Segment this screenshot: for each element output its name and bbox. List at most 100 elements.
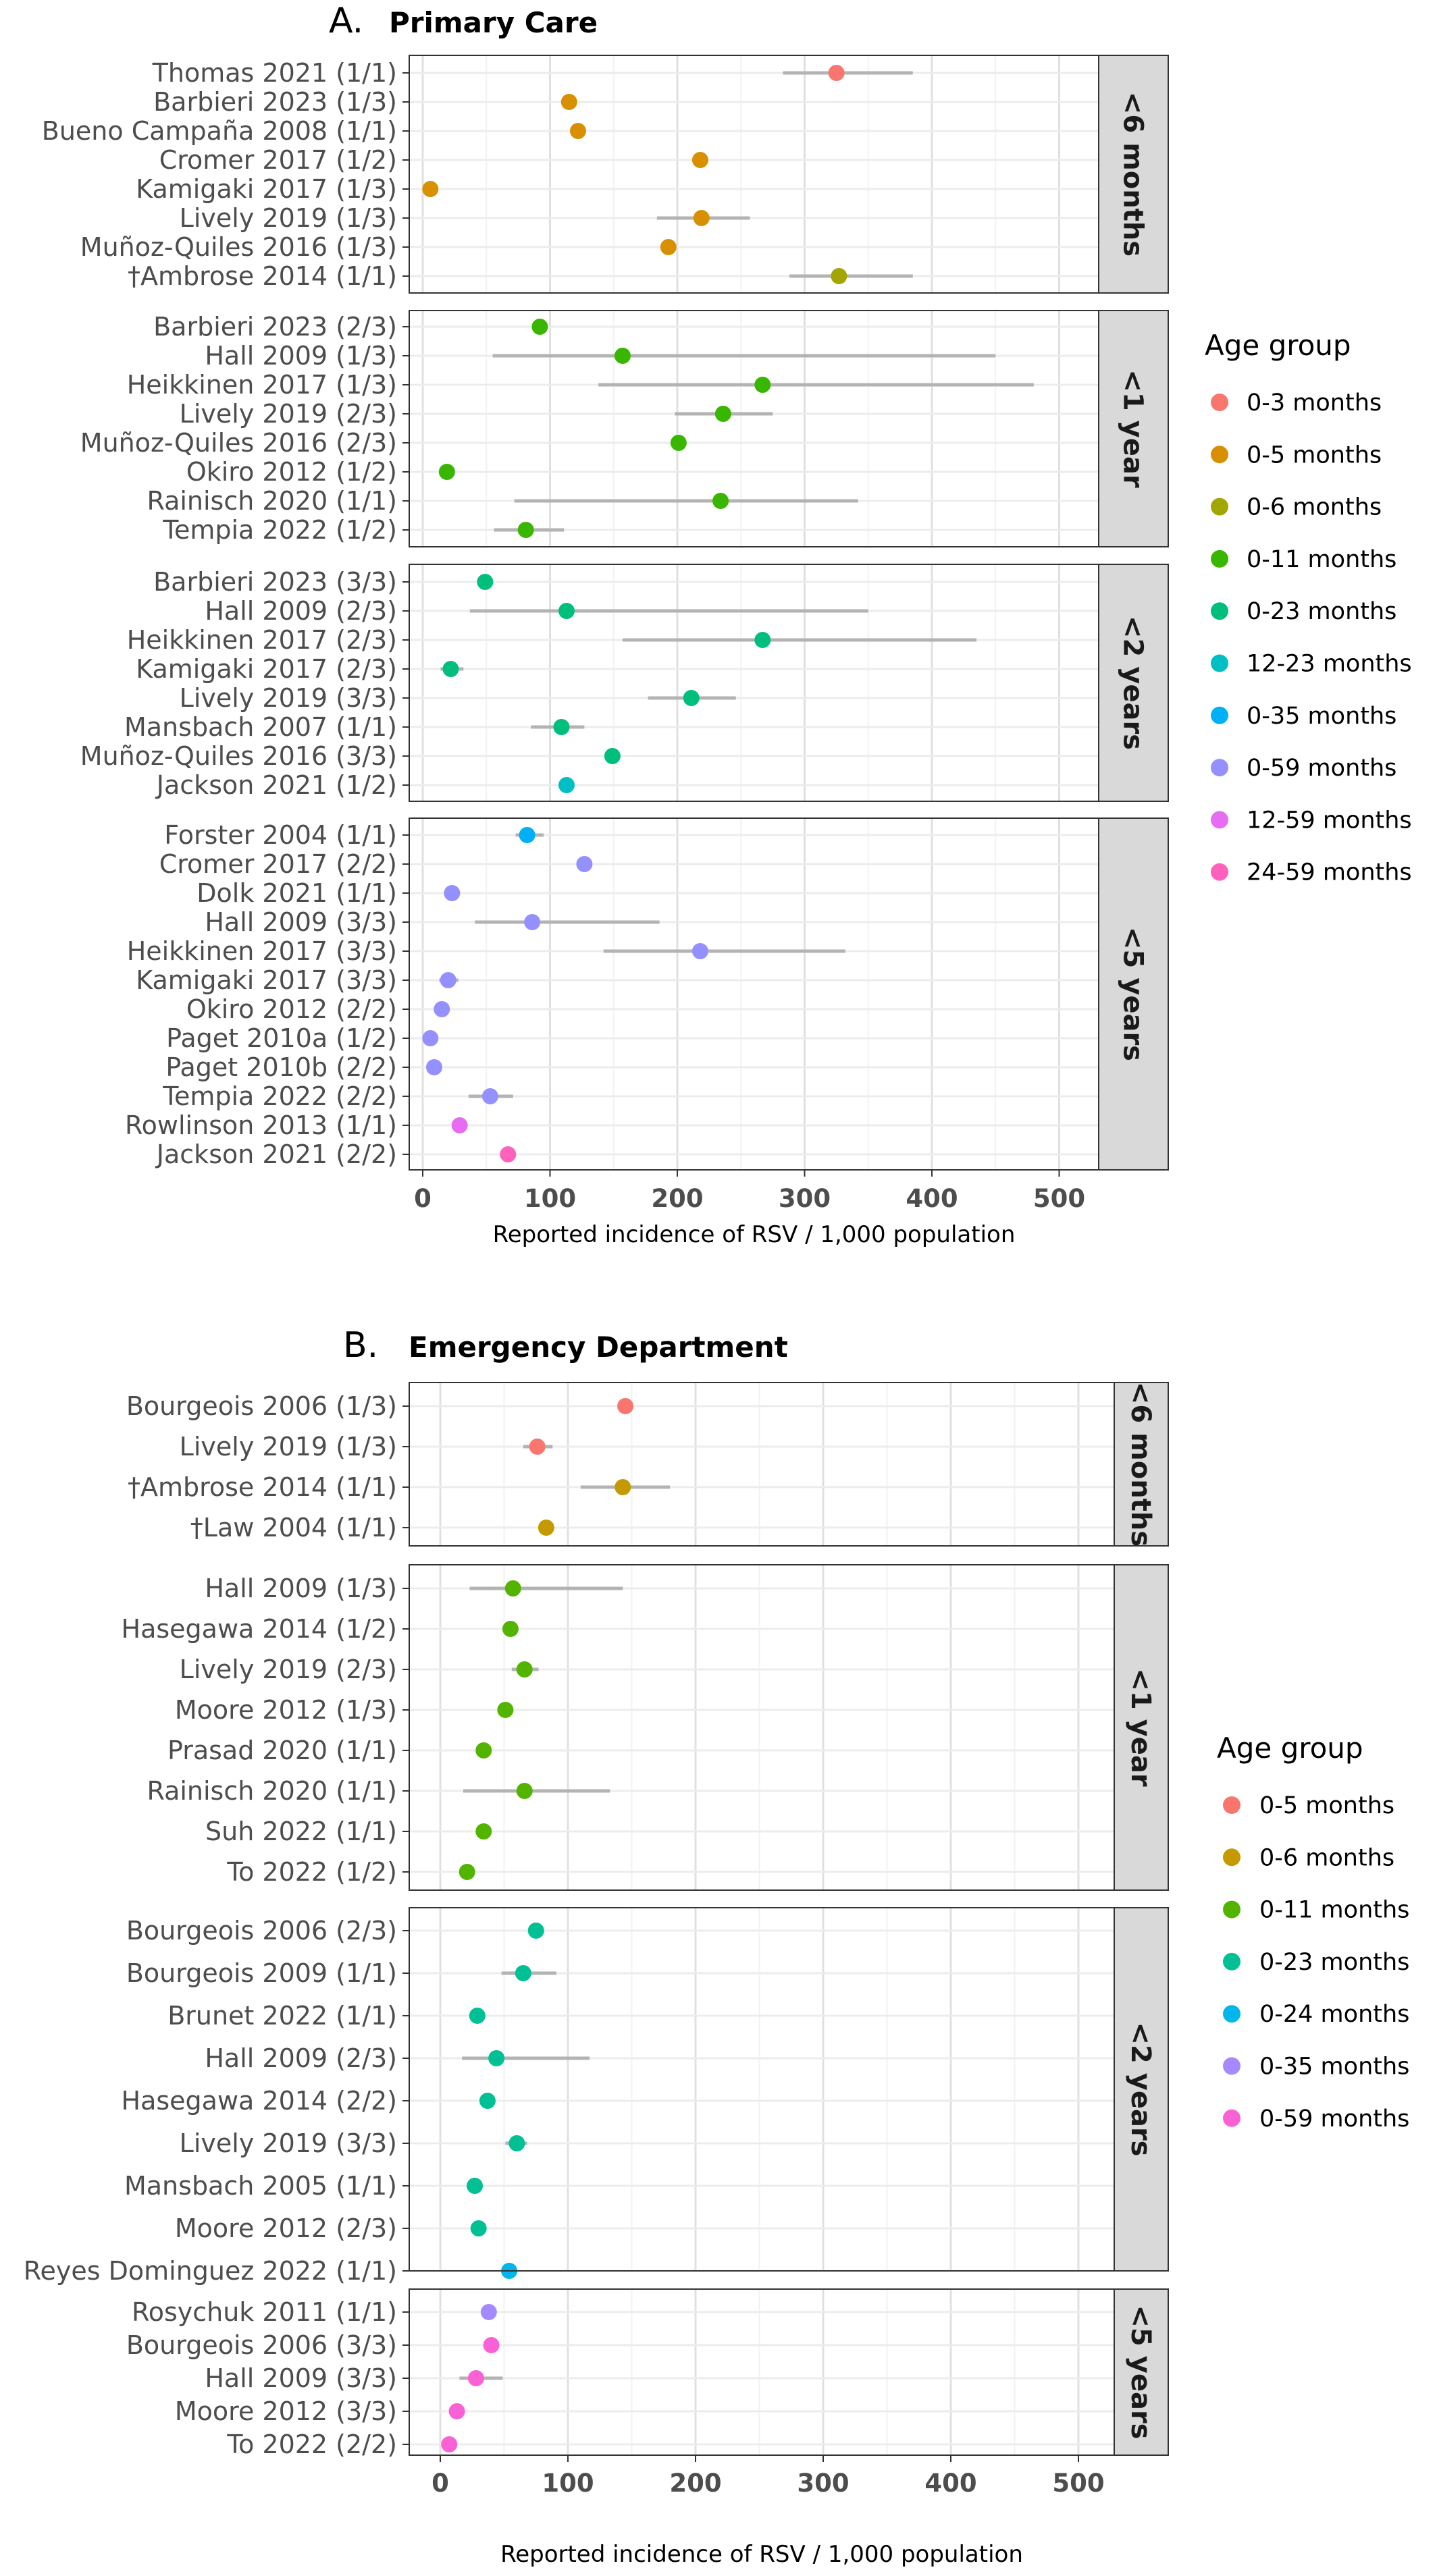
panel-letter: A. (329, 1, 363, 41)
study-label: †Law 2004 (1/1) (190, 1513, 397, 1542)
facet-strip (1098, 817, 1169, 1171)
data-point (442, 661, 459, 677)
data-point (538, 1520, 554, 1536)
facet-panel-background (409, 311, 1099, 547)
data-point (831, 268, 847, 284)
data-point (569, 123, 586, 139)
data-point (497, 1702, 514, 1718)
study-label: Moore 2012 (1/3) (175, 1695, 397, 1725)
study-label: Forster 2004 (1/1) (164, 820, 397, 850)
data-point (712, 493, 729, 509)
study-label: Rowlinson 2013 (1/1) (125, 1110, 397, 1140)
legend-key (1223, 2109, 1240, 2127)
data-point (459, 1864, 475, 1880)
study-label: Prasad 2020 (1/1) (167, 1736, 397, 1765)
data-point (517, 522, 534, 538)
data-point (475, 1742, 492, 1759)
study-label: Cromer 2017 (2/2) (159, 849, 397, 879)
study-label: †Ambrose 2014 (1/1) (128, 1472, 397, 1502)
data-point (438, 464, 455, 480)
study-label: Lively 2019 (2/3) (180, 399, 397, 429)
data-point (422, 1030, 439, 1046)
data-point (558, 777, 575, 793)
data-point (515, 1965, 531, 1981)
legend-key (1223, 1796, 1240, 1814)
legend-entry-label: 12-23 months (1247, 651, 1412, 678)
data-point (508, 2135, 525, 2151)
data-point (670, 435, 687, 451)
data-point (444, 885, 461, 901)
data-point (425, 1059, 442, 1075)
facet-strip (1114, 1564, 1169, 1891)
study-label: Kamigaki 2017 (1/3) (136, 174, 397, 204)
study-label: To 2022 (1/2) (226, 1857, 397, 1887)
legend-entry-label: 0-23 months (1247, 598, 1396, 625)
legend-entry-label: 12-59 months (1247, 807, 1412, 834)
panel-title: Emergency Department (409, 1331, 788, 1364)
study-label: Bourgeois 2009 (1/1) (126, 1958, 397, 1988)
data-point (502, 1621, 519, 1637)
panel-letter: B. (343, 1325, 378, 1366)
data-point (480, 2304, 497, 2320)
data-point (614, 348, 631, 364)
legend-entry-label: 0-24 months (1259, 2001, 1409, 2028)
data-point (434, 1001, 450, 1017)
data-point (500, 1146, 517, 1162)
data-point (475, 1823, 492, 1840)
study-label: Okiro 2012 (2/2) (186, 994, 397, 1024)
data-point (422, 181, 439, 197)
legend-key (1223, 2005, 1240, 2023)
study-label: Jackson 2021 (2/2) (155, 1139, 397, 1169)
study-label: Bourgeois 2006 (2/3) (126, 1916, 397, 1946)
legend-key (1211, 706, 1228, 724)
legend-entry-label: 0-3 months (1247, 390, 1382, 417)
x-tick-label: 0 (414, 1184, 432, 1213)
facet-panel-background (409, 2289, 1114, 2455)
study-label: Muñoz-Quiles 2016 (3/3) (80, 741, 397, 771)
data-point (576, 856, 593, 872)
study-label: Barbieri 2023 (1/3) (153, 87, 397, 117)
study-label: Tempia 2022 (1/2) (162, 515, 397, 545)
data-point (448, 2403, 465, 2419)
study-label: Lively 2019 (3/3) (180, 683, 397, 713)
facet-strip (1098, 55, 1169, 294)
data-point (441, 2436, 458, 2452)
legend-key (1211, 654, 1228, 672)
study-label: Muñoz-Quiles 2016 (2/3) (80, 428, 397, 458)
study-label: Paget 2010b (2/2) (165, 1052, 397, 1082)
data-point (469, 2008, 486, 2024)
data-point (467, 2370, 484, 2386)
legend-entry-label: 0-59 months (1259, 2105, 1409, 2132)
study-label: Hall 2009 (2/3) (205, 2043, 397, 2073)
data-point (615, 1479, 631, 1495)
data-point (451, 1117, 468, 1133)
study-label: To 2022 (2/2) (226, 2430, 397, 2459)
data-point (558, 603, 575, 619)
data-point (516, 1783, 533, 1799)
facet-strip-label: <2 years (1125, 2022, 1156, 2156)
x-tick-label: 200 (669, 2469, 721, 2498)
study-label: Hall 2009 (1/3) (205, 1574, 397, 1603)
study-label: Barbieri 2023 (2/3) (153, 312, 397, 342)
data-point (519, 827, 535, 843)
data-point (754, 377, 771, 393)
study-label: Bourgeois 2006 (1/3) (126, 1391, 397, 1421)
facet-strip-label: <5 years (1118, 927, 1149, 1061)
facet-panel-background (409, 1383, 1114, 1546)
legend-title: Age group (1205, 329, 1351, 362)
legend-key (1211, 549, 1228, 568)
study-label: Thomas 2021 (1/1) (152, 58, 397, 88)
study-label: †Ambrose 2014 (1/1) (128, 261, 397, 291)
study-label: Moore 2012 (3/3) (175, 2396, 397, 2426)
data-point (660, 239, 677, 255)
study-label: Hall 2009 (1/3) (205, 341, 397, 371)
data-point (467, 2178, 484, 2194)
data-point (531, 319, 548, 335)
legend-key (1211, 863, 1228, 881)
facet-panel-background (409, 818, 1099, 1170)
legend-entry-label: 0-35 months (1247, 703, 1396, 730)
data-point (470, 2220, 487, 2236)
legend-key (1211, 602, 1228, 620)
study-label: Heikkinen 2017 (2/3) (127, 625, 397, 655)
data-point (483, 2337, 500, 2353)
